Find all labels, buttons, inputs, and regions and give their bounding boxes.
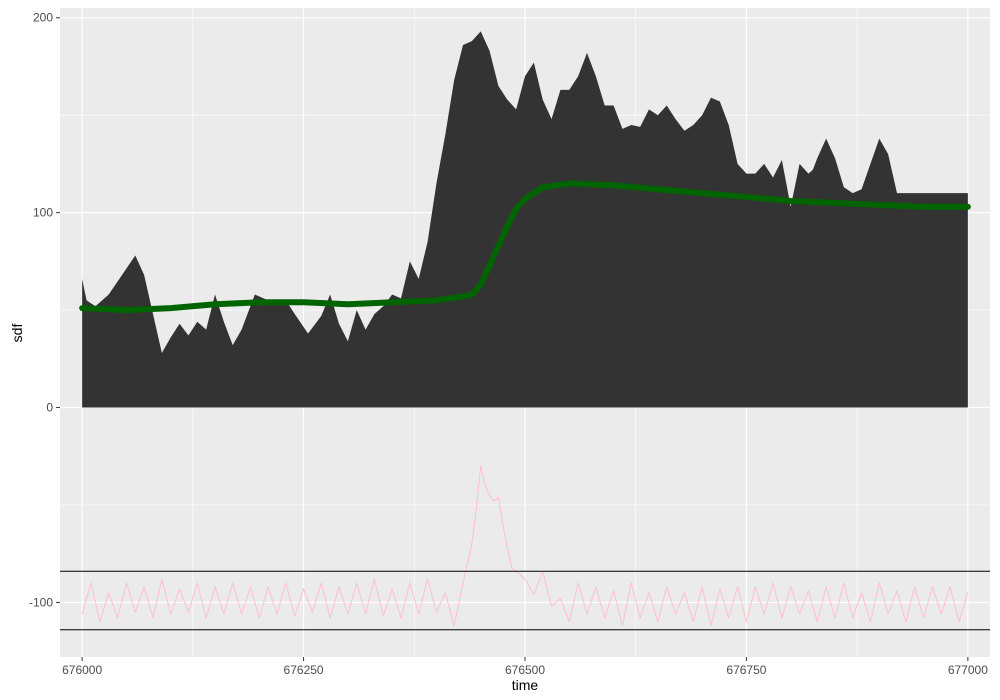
y-tick-label: -100 bbox=[29, 595, 53, 609]
series-layer bbox=[79, 31, 971, 627]
x-tick-label: 677000 bbox=[948, 663, 988, 677]
axes-layer: 676000 676250 676500 676750 677000 0 100 200 -10… bbox=[29, 11, 988, 677]
x-axis-title: time bbox=[512, 677, 539, 693]
area-series bbox=[82, 31, 968, 408]
y-tick-label: 200 bbox=[33, 11, 53, 25]
x-tick-label: 676250 bbox=[284, 663, 324, 677]
smoothed-mean-line bbox=[79, 180, 971, 314]
x-tick-label: 676500 bbox=[505, 663, 545, 677]
hline-layer bbox=[60, 570, 990, 631]
raw-signal-line bbox=[81, 465, 969, 627]
y-tick-label: 0 bbox=[46, 401, 53, 415]
y-tick-label: 100 bbox=[33, 206, 53, 220]
x-tick-label: 676750 bbox=[726, 663, 766, 677]
y-axis-title: sdf bbox=[9, 324, 25, 343]
x-tick-label: 676000 bbox=[62, 663, 102, 677]
